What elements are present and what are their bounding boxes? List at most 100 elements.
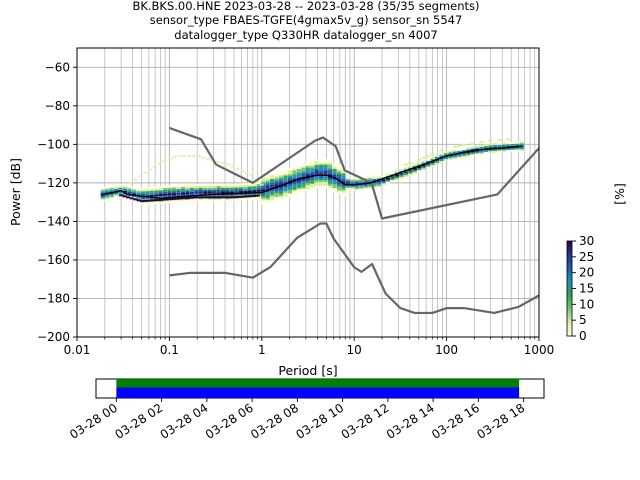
density-cell [265, 195, 270, 198]
density-cell [287, 185, 293, 188]
density-cell [131, 187, 137, 190]
density-cell [408, 165, 413, 168]
density-cell [247, 186, 252, 189]
density-cell [154, 186, 159, 189]
density-cell-faint [220, 162, 225, 165]
density-cell [301, 180, 306, 183]
density-cell [430, 153, 435, 156]
density-cell [457, 148, 462, 151]
density-cell [434, 162, 440, 165]
density-cell [283, 169, 288, 172]
density-cell [510, 143, 515, 146]
density-cell [506, 149, 511, 152]
density-cell [278, 172, 284, 175]
timeline-tick-label: 03-28 14 [384, 401, 437, 442]
density-cell [314, 180, 319, 183]
density-cell [278, 176, 284, 179]
density-cell [319, 178, 324, 181]
timeline-tick-label: 03-28 04 [158, 401, 211, 442]
density-cell [501, 144, 506, 147]
density-cell [341, 180, 346, 183]
density-cell [238, 187, 244, 190]
density-cell [100, 199, 105, 202]
density-cell [158, 192, 163, 195]
density-cell [265, 174, 270, 177]
density-cell [220, 185, 226, 188]
density-cell [292, 176, 297, 179]
density-cell [350, 185, 355, 188]
density-cell [247, 190, 252, 193]
density-cell [278, 195, 284, 198]
density-cell [426, 164, 431, 167]
density-cell [385, 181, 391, 184]
density-cell [198, 185, 203, 188]
density-cell [278, 188, 284, 191]
density-cell [118, 195, 123, 198]
density-cell-dark [227, 196, 232, 199]
density-cell-dark [164, 198, 169, 201]
density-cell [127, 190, 132, 193]
density-cell [194, 187, 199, 190]
density-cell [497, 138, 502, 141]
colorbar-tick-label: 0 [579, 329, 587, 343]
density-cell-dark [122, 195, 127, 198]
density-cell [256, 187, 261, 190]
density-cell [265, 193, 270, 196]
density-cell [327, 185, 333, 188]
density-cell [350, 187, 355, 190]
density-cell [301, 173, 306, 176]
density-cell [368, 185, 373, 188]
x-tick-label: 1 [258, 343, 266, 357]
density-cell [475, 145, 480, 148]
density-cell [368, 179, 373, 182]
density-cell [399, 176, 404, 179]
density-cell [283, 188, 288, 191]
density-cell [261, 196, 266, 199]
density-cell [171, 191, 177, 194]
density-cell [363, 176, 368, 179]
density-cell-dark [140, 200, 145, 203]
density-cell [292, 185, 297, 188]
density-cell [488, 143, 493, 146]
density-cell [252, 182, 257, 185]
density-cell [256, 184, 261, 187]
density-cell [345, 186, 350, 189]
density-cell [479, 141, 484, 144]
density-cell [439, 160, 444, 163]
density-cell [510, 141, 515, 144]
density-cell [220, 183, 226, 186]
density-cell [466, 147, 471, 150]
density-cell [287, 170, 293, 173]
density-cell [345, 182, 350, 185]
density-cell [417, 168, 422, 171]
density-cell [399, 168, 404, 171]
density-cell [118, 187, 123, 190]
density-cell [261, 177, 266, 180]
density-cell [354, 185, 359, 188]
density-cell [376, 184, 382, 187]
density-cell [145, 189, 150, 192]
density-cell [283, 173, 288, 176]
density-cell [327, 168, 333, 171]
density-cell [336, 190, 342, 193]
density-cell [270, 179, 275, 182]
model-lines [102, 126, 539, 315]
density-cell [296, 186, 301, 189]
density-cell [203, 199, 208, 202]
density-cell [274, 198, 279, 201]
density-cell [100, 191, 105, 194]
density-cell [216, 189, 221, 192]
density-cell [332, 172, 337, 175]
density-cell-faint [133, 178, 138, 181]
density-cell [323, 164, 328, 167]
density-cell [301, 163, 306, 166]
density-cell [270, 188, 275, 191]
density-cell [310, 185, 315, 188]
density-cell [492, 148, 498, 151]
density-cell [167, 187, 172, 190]
segment-bar-blue [116, 387, 520, 398]
x-axis-label: Period [s] [278, 363, 337, 378]
density-cell [176, 185, 181, 188]
density-cell [319, 164, 324, 167]
x-tick-label: 10 [347, 343, 362, 357]
